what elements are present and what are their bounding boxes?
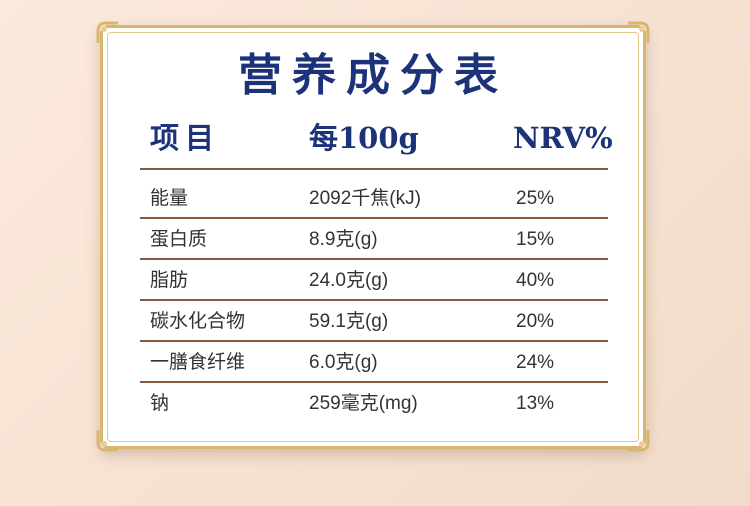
nutrient-name: 蛋白质 — [150, 229, 208, 250]
nutrient-name: 一膳食纤维 — [150, 352, 246, 373]
nutrient-nrv: 24% — [516, 352, 555, 373]
corner-ornament-icon — [96, 428, 120, 452]
divider — [140, 217, 608, 219]
nutrient-value: 24.0克(g) — [309, 270, 389, 291]
header-per-100g: 每100g — [309, 121, 419, 155]
nutrient-nrv: 40% — [516, 270, 555, 291]
nutrient-nrv: 20% — [516, 311, 555, 332]
table-row: 钠 259毫克(mg) 13% — [0, 384, 750, 424]
divider — [140, 299, 608, 301]
nutrient-name: 钠 — [150, 393, 170, 414]
divider — [140, 381, 608, 383]
nutrient-value: 6.0克(g) — [309, 352, 378, 373]
nutrient-name: 碳水化合物 — [150, 311, 246, 332]
table-row: 碳水化合物 59.1克(g) 20% — [0, 302, 750, 342]
divider — [140, 340, 608, 342]
nutrient-nrv: 15% — [516, 229, 555, 250]
nutrient-name: 脂肪 — [150, 270, 189, 291]
nutrient-name: 能量 — [150, 188, 189, 209]
corner-ornament-icon — [626, 21, 650, 45]
nutrient-nrv: 25% — [516, 188, 555, 209]
nutrient-value: 8.9克(g) — [309, 229, 378, 250]
header-nrv: NRV% — [513, 121, 613, 155]
nutrient-value: 259毫克(mg) — [309, 393, 418, 414]
table-row: 蛋白质 8.9克(g) 15% — [0, 220, 750, 260]
table-row: 一膳食纤维 6.0克(g) 24% — [0, 343, 750, 383]
divider — [140, 168, 608, 170]
nutrient-value: 59.1克(g) — [309, 311, 389, 332]
table-row: 能量 2092千焦(kJ) 25% — [0, 179, 750, 219]
corner-ornament-icon — [626, 428, 650, 452]
nutrition-card — [100, 25, 646, 449]
nutrient-value: 2092千焦(kJ) — [309, 188, 421, 209]
header-item: 项目 — [150, 121, 221, 155]
divider — [140, 258, 608, 260]
nutrient-nrv: 13% — [516, 393, 555, 414]
page-title: 营养成分表 — [238, 50, 508, 101]
table-row: 脂肪 24.0克(g) 40% — [0, 261, 750, 301]
corner-ornament-icon — [96, 21, 120, 45]
